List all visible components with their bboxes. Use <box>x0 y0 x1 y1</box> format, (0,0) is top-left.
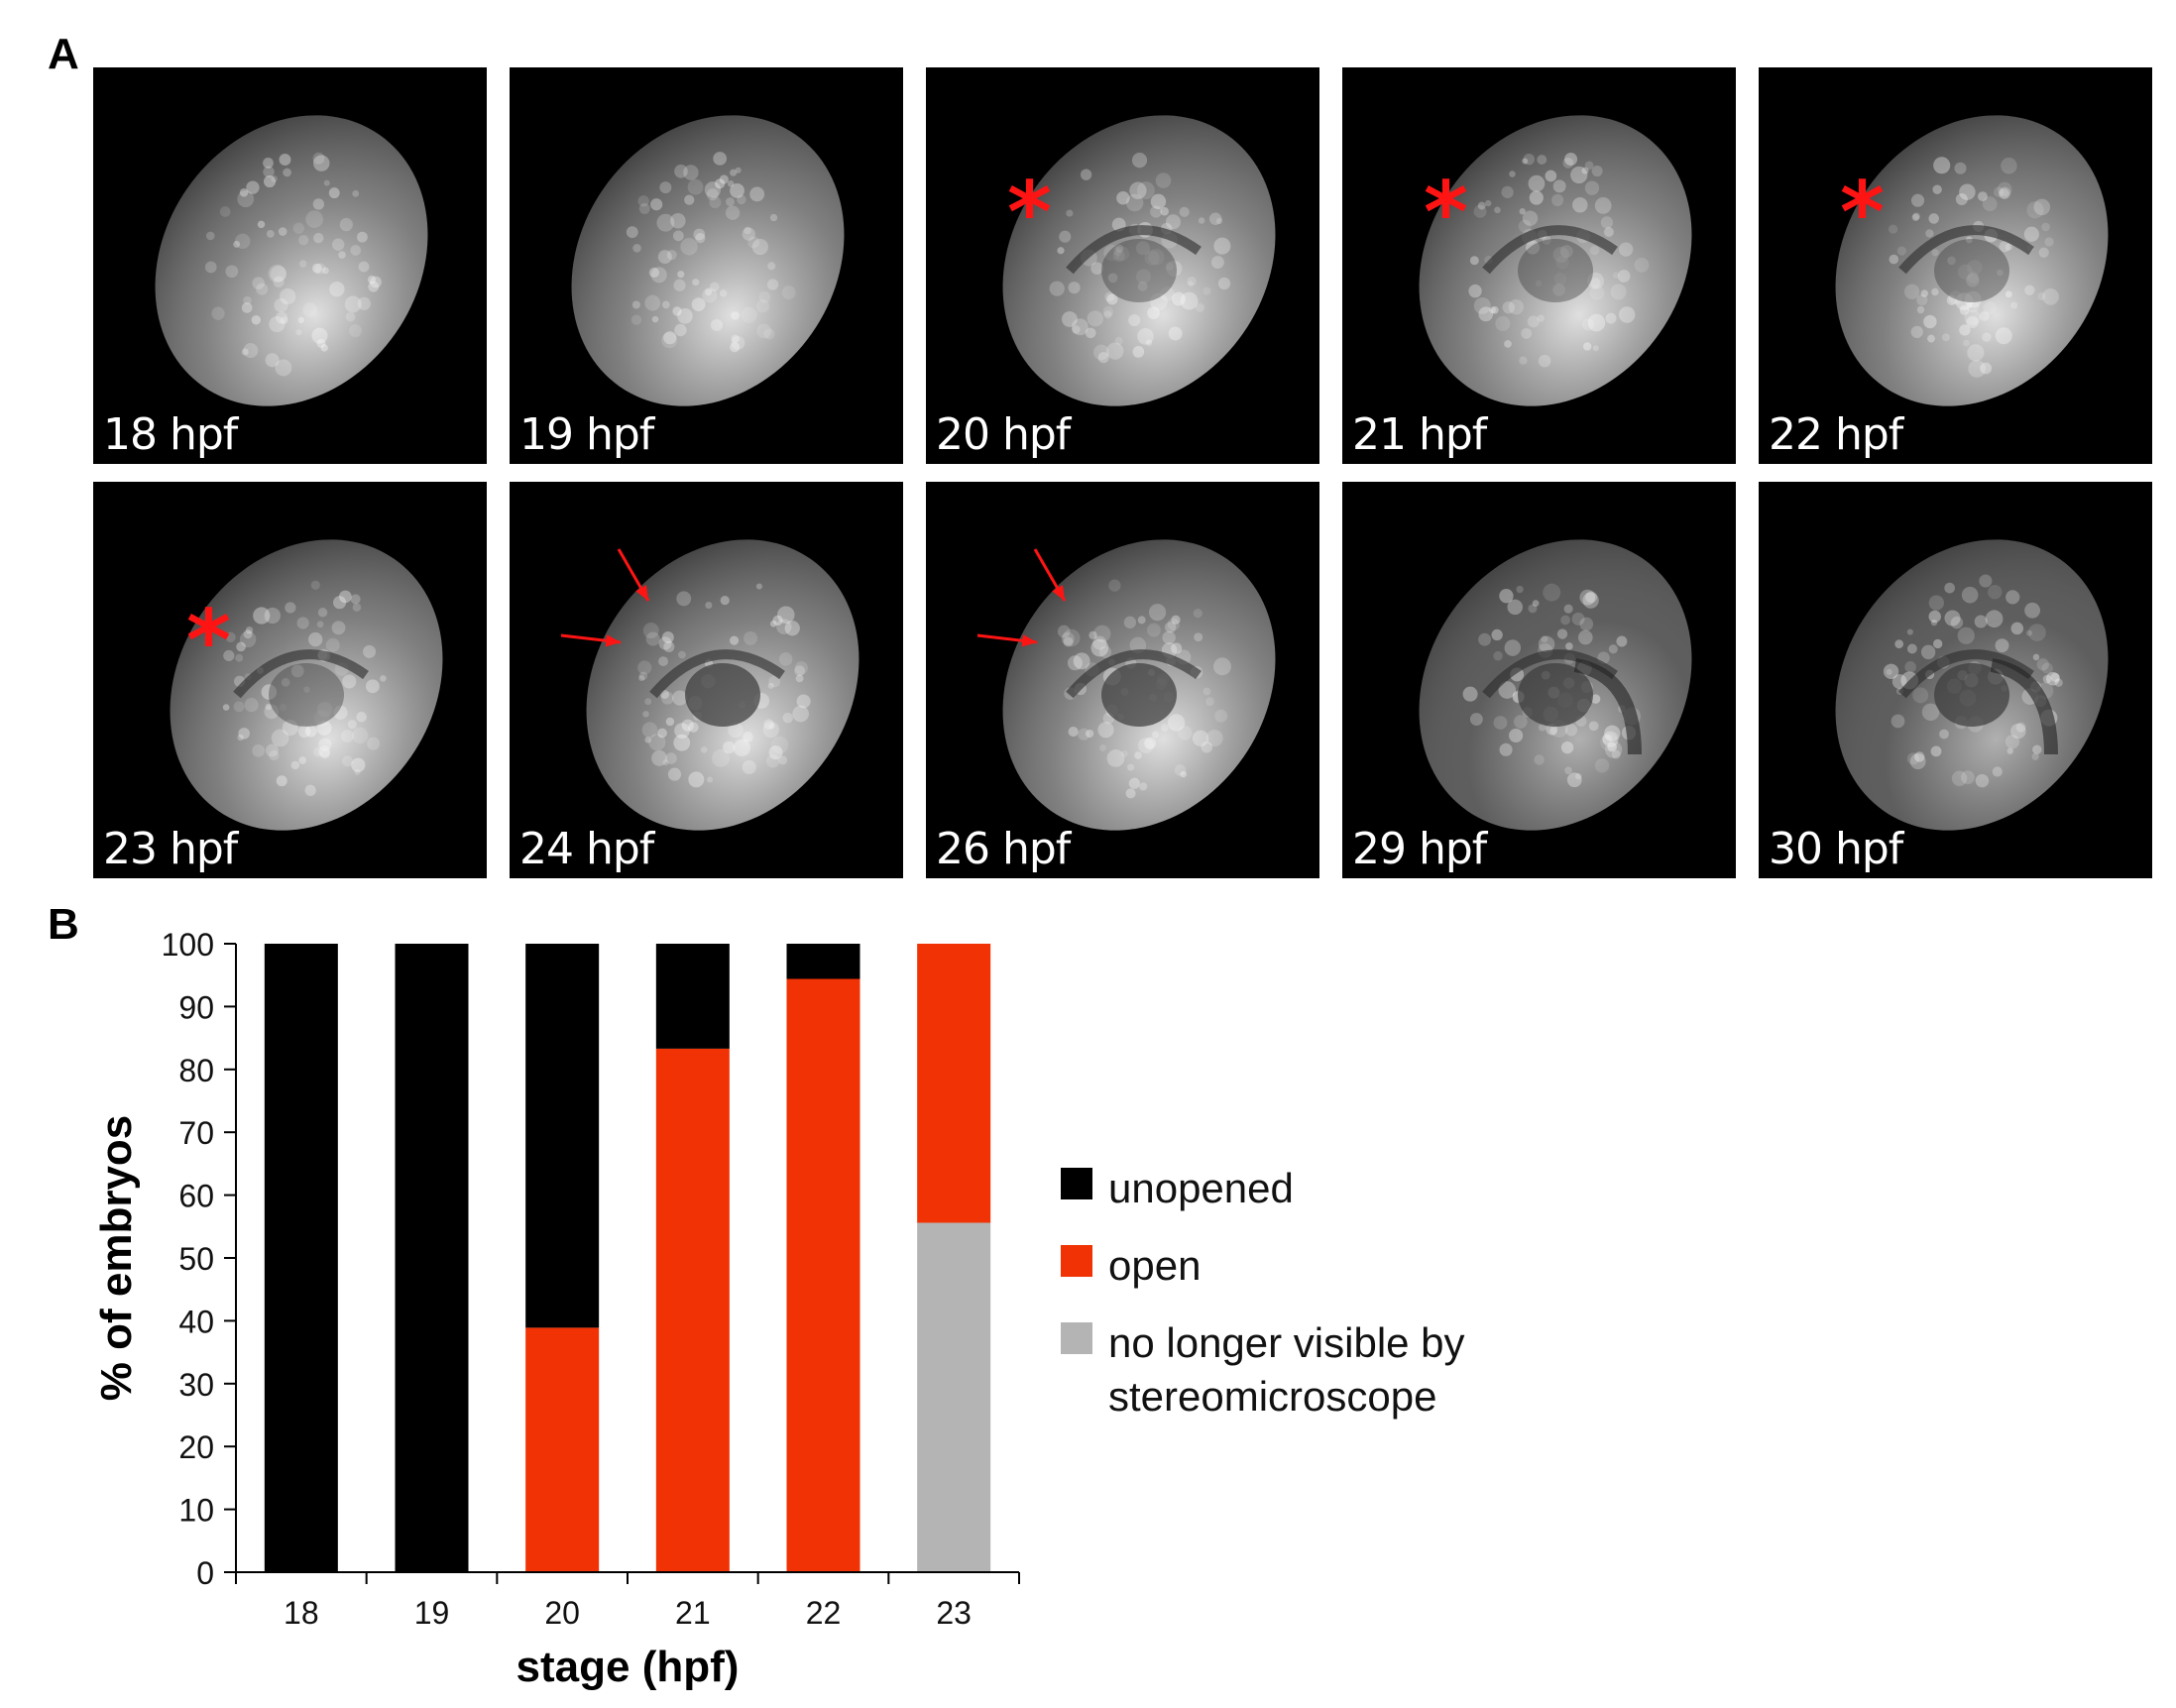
micrograph-grid: 18 hpf 19 hpf * 20 hpf * 21 hpf * 22 hpf * 23 hpf… <box>93 67 2152 878</box>
time-label: 23 hpf <box>103 824 238 874</box>
y-tick-label: 0 <box>196 1555 214 1591</box>
legend-label: no longer visible by stereomicroscope <box>1108 1319 1465 1420</box>
micrograph-tile: * 22 hpf <box>1759 67 2152 464</box>
time-label: 21 hpf <box>1352 409 1487 460</box>
micrograph-tile: 30 hpf <box>1759 482 2152 878</box>
legend-swatch <box>1061 1245 1092 1277</box>
bar-segment <box>917 1222 991 1572</box>
time-label: 22 hpf <box>1769 409 1903 460</box>
time-label: 26 hpf <box>936 824 1071 874</box>
red-asterisk: * <box>186 592 231 691</box>
bar-segment <box>264 944 338 1572</box>
micrograph-tile: * 23 hpf <box>93 482 487 878</box>
eye-micrograph <box>571 115 845 406</box>
y-tick-label: 90 <box>178 989 214 1025</box>
y-tick-label: 40 <box>178 1304 214 1339</box>
red-asterisk: * <box>1424 164 1468 263</box>
micrograph-tile: 18 hpf <box>93 67 487 464</box>
x-tick-label: 23 <box>936 1595 972 1631</box>
red-arrowhead <box>635 585 648 601</box>
legend-swatch <box>1061 1168 1092 1199</box>
eye-micrograph <box>170 539 443 831</box>
y-tick-label: 50 <box>178 1241 214 1277</box>
x-tick-label: 20 <box>544 1595 580 1631</box>
eye-micrograph <box>1835 539 2109 831</box>
eye-cup-shape <box>1419 115 1692 406</box>
red-asterisk: * <box>1007 164 1052 263</box>
x-tick-label: 18 <box>284 1595 319 1631</box>
panel-b-label: B <box>48 900 79 949</box>
legend-swatch <box>1061 1322 1092 1354</box>
legend-item: open <box>1061 1239 1201 1293</box>
time-label: 20 hpf <box>936 409 1071 460</box>
bar-segment <box>917 944 991 1223</box>
eye-cup-shape <box>571 115 845 406</box>
time-label: 18 hpf <box>103 409 238 460</box>
eye-micrograph <box>976 539 1276 831</box>
bar-segment <box>395 944 469 1572</box>
eye-cup-shape <box>155 115 428 406</box>
time-label: 24 hpf <box>519 824 654 874</box>
time-label: 19 hpf <box>519 409 654 460</box>
red-arrowhead <box>1052 585 1065 601</box>
bar-segment <box>786 978 860 1572</box>
legend-item: no longer visible by stereomicroscope <box>1061 1316 1465 1423</box>
micrograph-tile: 29 hpf <box>1342 482 1736 878</box>
micrograph-tile: 19 hpf <box>510 67 903 464</box>
micrograph-tile: 26 hpf <box>926 482 1319 878</box>
micrograph-tile: 24 hpf <box>510 482 903 878</box>
y-tick-label: 100 <box>162 927 214 963</box>
eye-micrograph <box>1419 539 1692 831</box>
legend-label: unopened <box>1108 1165 1294 1211</box>
stacked-bar-chart: 0 10 20 30 40 50 60 70 80 90 100 18 19 20 21 22 23 stage … <box>0 892 2176 1703</box>
y-tick-label: 80 <box>178 1053 214 1088</box>
time-label: 29 hpf <box>1352 824 1487 874</box>
time-label: 30 hpf <box>1769 824 1903 874</box>
y-tick-label: 20 <box>178 1429 214 1465</box>
micrograph-tile: * 21 hpf <box>1342 67 1736 464</box>
red-arrowhead <box>1021 634 1037 647</box>
x-axis-title: stage (hpf) <box>516 1643 740 1691</box>
bar-segment <box>655 944 730 1049</box>
legend-label: open <box>1108 1242 1202 1289</box>
bar-segment <box>525 1327 600 1572</box>
panel-a-label: A <box>48 30 79 78</box>
bar-segment <box>525 944 600 1328</box>
legend-item: unopened <box>1061 1162 1294 1215</box>
micrograph-tile: * 20 hpf <box>926 67 1319 464</box>
eye-micrograph <box>155 115 428 406</box>
bar-segment <box>786 944 860 979</box>
bar-segment <box>655 1048 730 1572</box>
y-tick-label: 60 <box>178 1179 214 1214</box>
red-arrowhead <box>605 634 621 647</box>
eye-cup-shape <box>170 539 443 831</box>
y-axis-title: % of embryos <box>92 1115 141 1402</box>
y-tick-label: 70 <box>178 1115 214 1151</box>
eye-micrograph <box>1419 115 1692 406</box>
y-tick-label: 10 <box>178 1493 214 1529</box>
eye-cup-shape <box>1002 115 1276 406</box>
eye-micrograph <box>1002 115 1276 406</box>
eye-micrograph <box>1835 115 2109 406</box>
eye-cup-shape <box>1835 115 2109 406</box>
chart-svg: 0 10 20 30 40 50 60 70 80 90 100 18 19 20 21 22 23 stage … <box>92 927 1020 1691</box>
x-tick-label: 22 <box>806 1595 842 1631</box>
eye-micrograph <box>560 539 859 831</box>
red-asterisk: * <box>1840 164 1885 263</box>
x-tick-label: 21 <box>675 1595 711 1631</box>
x-tick-label: 19 <box>414 1595 450 1631</box>
y-tick-label: 30 <box>178 1367 214 1403</box>
